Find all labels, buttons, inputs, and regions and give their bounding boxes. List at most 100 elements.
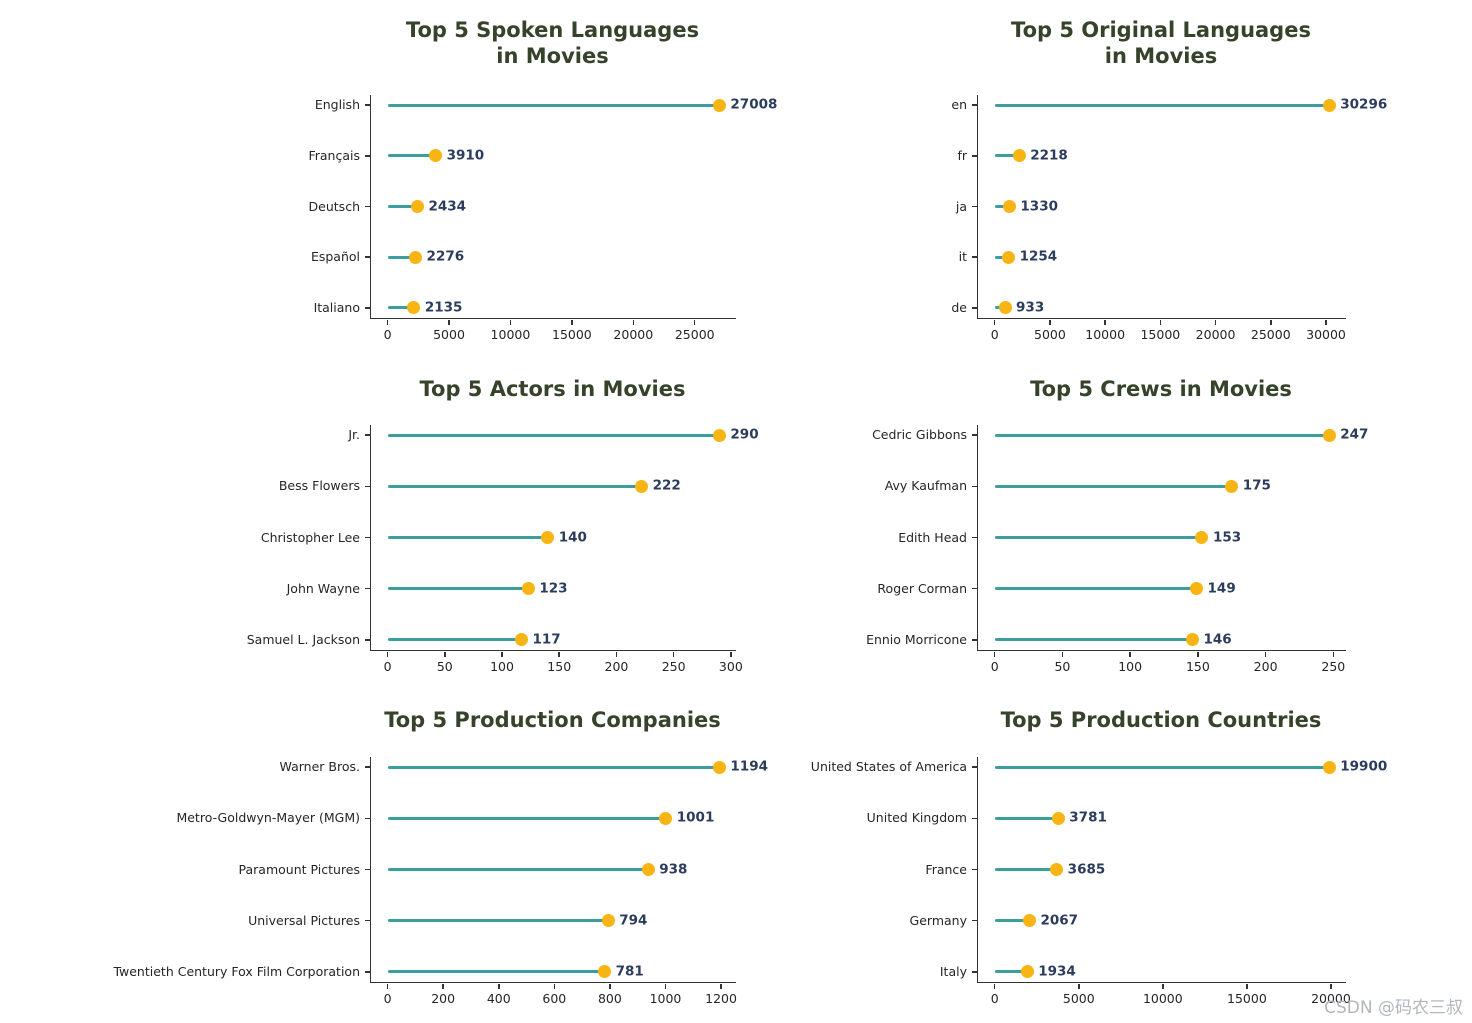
x-tick-label: 200 <box>431 991 456 1006</box>
category-label: de <box>951 300 967 316</box>
x-tick-label: 0 <box>990 659 999 674</box>
x-tick-label: 20000 <box>613 327 654 342</box>
x-tick-mark <box>558 651 560 657</box>
lollipop-dot <box>1051 811 1065 825</box>
chart-title-line: Top 5 Original Languages <box>1011 18 1311 42</box>
y-tick-mark <box>364 536 370 539</box>
y-tick-mark <box>971 155 977 157</box>
x-tick-mark <box>553 983 556 989</box>
lollipop-stem <box>387 868 649 871</box>
value-label: 140 <box>558 529 587 546</box>
value-label: 19900 <box>1340 758 1388 775</box>
x-tick-mark <box>386 319 389 325</box>
y-tick-mark <box>364 868 370 871</box>
value-label: 2434 <box>428 198 467 215</box>
category-label: Cedric Gibbons <box>872 427 967 443</box>
lollipop-dot <box>521 582 535 596</box>
value-label: 123 <box>539 580 568 597</box>
x-tick-mark <box>693 319 696 325</box>
x-tick-mark <box>993 651 996 657</box>
x-tick-mark <box>1325 319 1327 325</box>
x-tick-label: 150 <box>1185 659 1210 674</box>
chart-panel: Top 5 Actors in Movies 290 222 140 123 117 0 50… <box>0 341 759 682</box>
y-tick-mark <box>971 817 977 820</box>
category-label: Italiano <box>313 300 360 316</box>
value-label: 3685 <box>1067 861 1106 878</box>
value-label: 933 <box>1016 299 1045 316</box>
y-tick-mark <box>971 766 977 768</box>
x-tick-mark <box>609 983 611 989</box>
y-tick-mark <box>971 971 977 973</box>
x-tick-mark <box>444 651 446 657</box>
chart-title: Top 5 Production Companies <box>370 708 735 734</box>
lollipop-dot <box>1185 633 1199 647</box>
lollipop-stem <box>994 868 1057 871</box>
lollipop-stem <box>387 638 522 642</box>
category-label: Christopher Lee <box>260 529 360 545</box>
lollipop-stem <box>387 433 720 437</box>
x-tick-mark <box>1332 651 1335 657</box>
chart-title-line: Top 5 Actors in Movies <box>419 377 686 401</box>
x-tick-label: 800 <box>597 991 622 1006</box>
plot-area: 27008 3910 2434 2276 2135 0 5000 10000 15000 2000… <box>364 95 777 342</box>
lollipop-dot <box>1012 149 1026 163</box>
y-tick-mark <box>364 485 370 488</box>
x-tick-label: 1200 <box>705 991 737 1006</box>
x-tick-mark <box>1159 319 1162 325</box>
x-tick-label: 5000 <box>1034 327 1066 342</box>
y-tick-mark <box>971 639 977 641</box>
lollipop-stem <box>387 765 720 769</box>
x-tick-label: 0 <box>383 991 392 1006</box>
value-label: 1254 <box>1019 248 1058 265</box>
y-tick-mark <box>971 536 977 539</box>
category-label: Paramount Pictures <box>238 861 360 877</box>
category-label: ja <box>955 198 967 214</box>
x-tick-label: 15000 <box>1227 991 1267 1006</box>
category-label: Germany <box>909 912 967 928</box>
x-tick-mark <box>1246 983 1248 989</box>
value-label: 794 <box>619 912 648 929</box>
lollipop-stem <box>994 587 1197 591</box>
chart-panel: Top 5 Spoken Languages in Movies 27008 3910… <box>0 0 777 342</box>
chart-title: Top 5 Actors in Movies <box>370 377 735 403</box>
chart-title: Top 5 Spoken Languages in Movies <box>370 18 735 69</box>
chart-title-line: Top 5 Production Companies <box>384 708 721 732</box>
value-label: 938 <box>659 861 688 878</box>
y-tick-mark <box>364 155 370 157</box>
lollipop-stem <box>994 816 1059 820</box>
x-tick-mark <box>632 319 635 325</box>
lollipop-stem <box>994 205 1010 208</box>
value-label: 2218 <box>1030 147 1068 164</box>
lollipop-dot <box>712 98 726 112</box>
x-tick-label: 50 <box>436 659 453 674</box>
lollipop-dot <box>641 863 655 876</box>
x-tick-mark <box>1197 651 1199 657</box>
x-tick-mark <box>442 983 444 989</box>
lollipop-stem <box>387 587 529 591</box>
plot-area: 247 175 153 149 146 0 50 100 150 200 250 <box>971 425 1368 674</box>
category-label: Jr. <box>348 427 360 443</box>
lollipop-dot <box>407 301 421 315</box>
value-label: 27008 <box>730 96 778 113</box>
y-tick-mark <box>364 971 370 973</box>
x-tick-label: 0 <box>990 991 999 1006</box>
chart-title-line: in Movies <box>496 43 609 68</box>
x-tick-label: 100 <box>1118 659 1143 674</box>
lollipop-stem <box>994 154 1020 158</box>
value-label: 222 <box>652 477 681 494</box>
lollipop-stem <box>994 919 1030 923</box>
value-label: 3781 <box>1069 809 1107 826</box>
value-label: 1194 <box>730 758 768 775</box>
y-tick-mark <box>971 256 977 258</box>
x-tick-mark <box>664 983 667 989</box>
x-tick-mark <box>501 651 503 657</box>
category-label: Twentieth Century Fox Film Corporation <box>113 964 360 980</box>
x-tick-mark <box>498 983 500 989</box>
category-label: Français <box>308 147 360 163</box>
y-tick-mark <box>364 205 370 208</box>
lollipop-stem <box>994 765 1330 769</box>
chart-title-line: Top 5 Crews in Movies <box>1030 377 1292 401</box>
chart-panel: Top 5 Production Companies 1194 1001 938 794… <box>0 682 768 1023</box>
lollipop-stem <box>387 816 666 820</box>
